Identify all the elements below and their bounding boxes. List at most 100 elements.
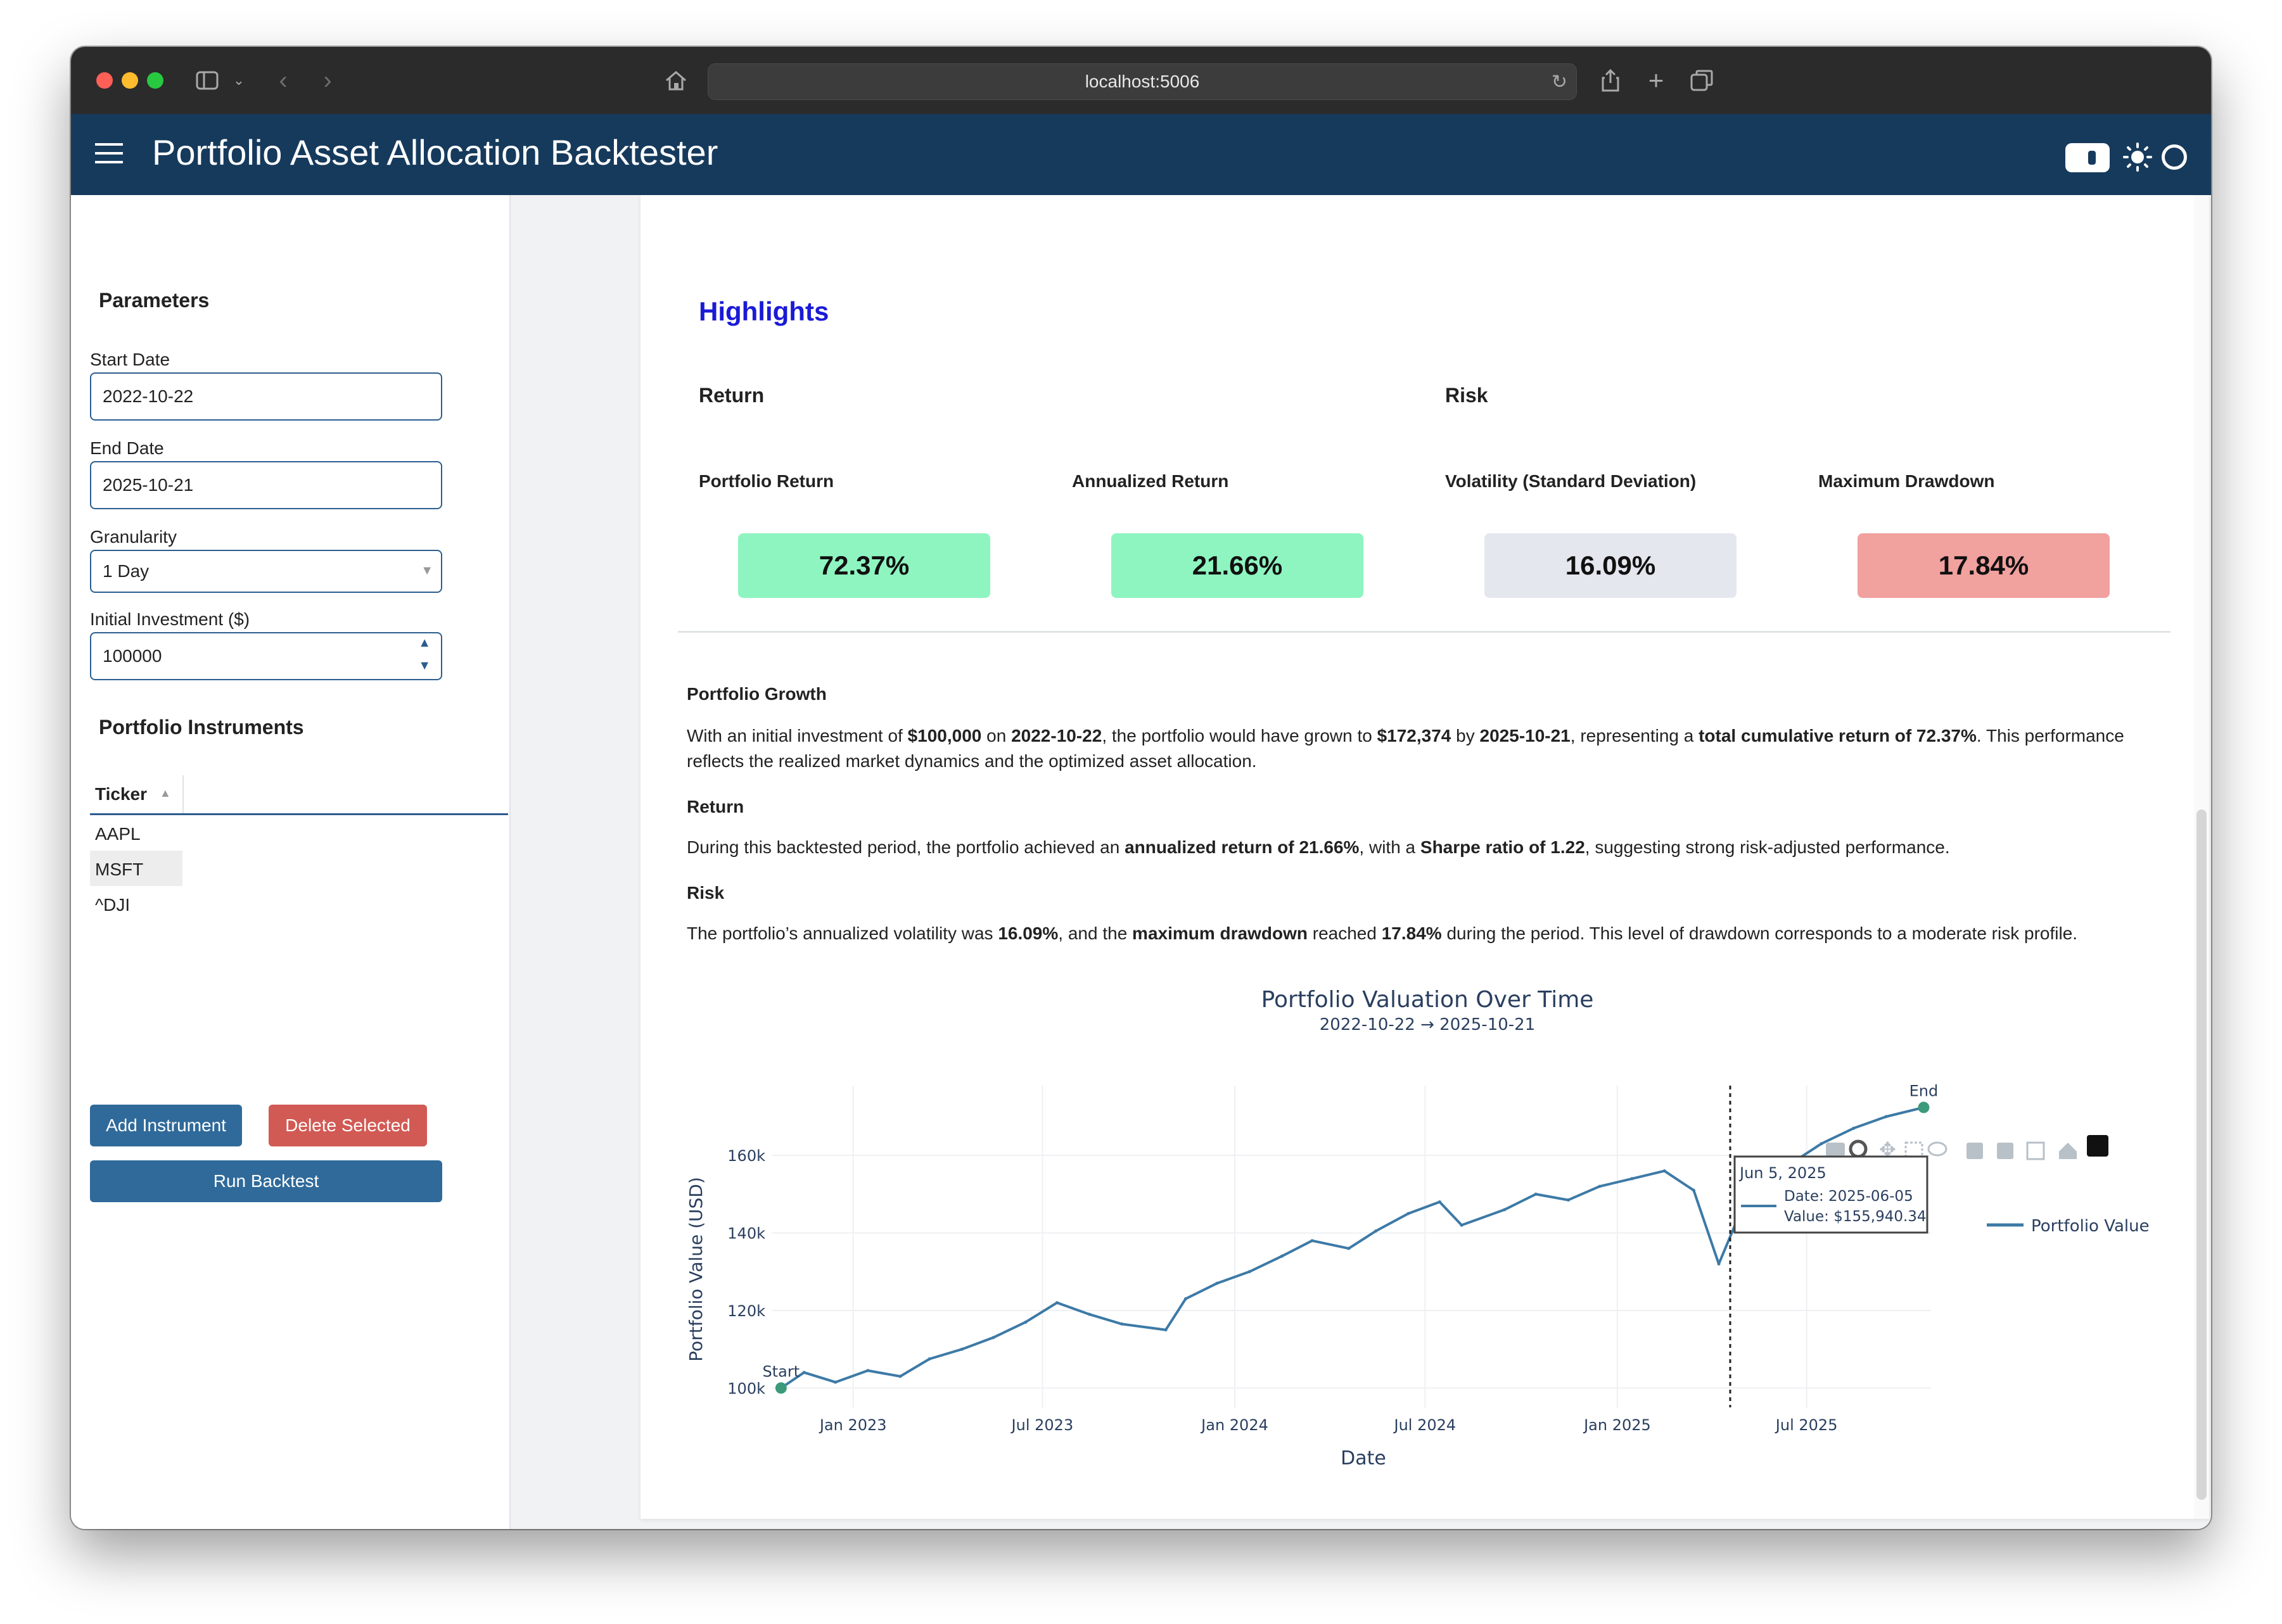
close-window-button[interactable] (96, 72, 113, 89)
end-date-value: 2025-10-21 (103, 475, 194, 495)
table-row[interactable]: AAPL (90, 815, 182, 851)
data-point (1183, 1297, 1187, 1301)
text-run: The portfolio’s annualized volatility wa… (687, 923, 998, 943)
start-date-value: 2022-10-22 (103, 386, 194, 406)
data-point (991, 1336, 995, 1340)
table-row[interactable]: ^DJI (90, 886, 182, 922)
start-date-input[interactable]: 2022-10-22 (90, 372, 442, 421)
ticker-cell: MSFT (95, 860, 144, 879)
menu-icon[interactable] (95, 142, 123, 168)
text-bold: Sharpe ratio of 1.22 (1420, 837, 1585, 857)
tooltip-box (1733, 1155, 1928, 1234)
ticker-cell: AAPL (95, 824, 141, 844)
initial-investment-value: 100000 (103, 646, 162, 666)
chart-container: Portfolio Valuation Over Time 2022-10-22… (677, 972, 2172, 1516)
highlights-title: Highlights (699, 296, 829, 326)
parameters-title: Parameters (99, 289, 210, 312)
app-title: Portfolio Asset Allocation Backtester (152, 132, 718, 172)
data-point (1280, 1254, 1284, 1258)
text-run: With an initial investment of (687, 726, 908, 745)
text-bold: annualized return of 21.66% (1125, 837, 1360, 857)
data-point (1717, 1262, 1721, 1266)
data-point (1566, 1198, 1570, 1202)
return-summary-heading: Return (687, 797, 744, 816)
tabs-overview-icon[interactable] (1688, 65, 1716, 96)
zoom-window-button[interactable] (147, 72, 163, 89)
back-icon[interactable]: ‹ (279, 66, 288, 94)
theme-toggle[interactable] (2065, 143, 2110, 172)
sidebar-toggle-icon[interactable] (191, 65, 223, 96)
data-point (1692, 1188, 1695, 1192)
dropdown-arrow-icon: ▼ (421, 564, 433, 578)
spinner-down-icon[interactable]: ▼ (418, 659, 431, 673)
risk-summary-text: The portfolio’s annualized volatility wa… (687, 921, 2144, 946)
data-point (1460, 1223, 1463, 1227)
sort-ascending-icon[interactable]: ▲ (160, 787, 171, 799)
legend[interactable]: Portfolio Value (1987, 1217, 2150, 1236)
data-point (1884, 1115, 1888, 1119)
initial-investment-label: Initial Investment ($) (90, 609, 250, 629)
end-date-input[interactable]: 2025-10-21 (90, 461, 442, 509)
reset-axes-icon[interactable] (2059, 1143, 2077, 1159)
return-summary-text: During this backtested period, the portf… (687, 835, 2144, 860)
initial-investment-input[interactable]: 100000 ▲ ▼ (90, 632, 442, 680)
share-icon[interactable] (1597, 65, 1624, 96)
sun-icon[interactable] (2122, 142, 2153, 175)
annualized-return-value: 21.66% (1111, 533, 1363, 598)
reload-icon[interactable]: ↻ (1551, 71, 1567, 92)
text-bold: total cumulative return of 72.37% (1699, 726, 1977, 745)
zoom-out-icon[interactable] (1997, 1143, 2013, 1159)
delete-selected-button[interactable]: Delete Selected (269, 1105, 427, 1146)
zoom-in-icon[interactable] (1966, 1143, 1983, 1159)
sidebar: Parameters Start Date 2022-10-22 End Dat… (71, 195, 511, 1529)
forward-icon[interactable]: › (323, 66, 332, 94)
ticker-table: Ticker ▲ AAPL MSFT ^DJI (90, 775, 508, 922)
ticker-cell: ^DJI (95, 895, 131, 915)
text-run: , representing a (1570, 726, 1699, 745)
lasso-icon[interactable] (1927, 1141, 1947, 1157)
table-header-underline (90, 813, 508, 815)
address-bar[interactable]: localhost:5006 ↻ (708, 63, 1577, 100)
text-run: During this backtested period, the portf… (687, 837, 1125, 857)
minimize-window-button[interactable] (122, 72, 138, 89)
autoscale-icon[interactable] (2026, 1141, 2045, 1160)
volatility-value: 16.09% (1484, 533, 1737, 598)
chevron-down-icon[interactable]: ⌄ (233, 72, 245, 88)
table-row[interactable]: MSFT (90, 851, 182, 886)
text-bold: 16.09% (998, 923, 1059, 943)
spinner-up-icon[interactable]: ▲ (418, 636, 431, 650)
data-point (1120, 1322, 1124, 1326)
data-point (1852, 1126, 1856, 1130)
ticker-column-header[interactable]: Ticker ▲ (90, 775, 184, 813)
home-icon[interactable] (660, 65, 692, 96)
run-backtest-button[interactable]: Run Backtest (90, 1160, 442, 1202)
annotation-marker (1918, 1101, 1930, 1113)
zoom-icon[interactable] (1849, 1139, 1868, 1158)
scrollbar-thumb[interactable] (2196, 809, 2207, 1500)
data-point (898, 1374, 902, 1378)
data-point (1503, 1208, 1507, 1212)
x-tick-label: Jul 2024 (1393, 1416, 1456, 1434)
plotly-logo-icon[interactable] (2087, 1135, 2108, 1157)
granularity-select[interactable]: 1 Day ▼ (90, 550, 442, 593)
annualized-return-label: Annualized Return (1072, 471, 1229, 491)
text-run: during the period. This level of drawdow… (1441, 923, 2078, 943)
text-run: reached (1307, 923, 1382, 943)
moon-icon[interactable] (2162, 144, 2187, 170)
y-tick-label: 160k (727, 1147, 765, 1165)
portfolio-chart[interactable]: Portfolio Valuation Over Time 2022-10-22… (677, 972, 2172, 1516)
data-point (1088, 1312, 1092, 1316)
annotation-label: Start (763, 1362, 800, 1380)
data-point (866, 1369, 870, 1373)
data-point (1437, 1200, 1441, 1204)
add-instrument-button[interactable]: Add Instrument (90, 1105, 242, 1146)
camera-icon[interactable] (1826, 1143, 1845, 1157)
text-run: by (1451, 726, 1480, 745)
new-tab-icon[interactable]: + (1648, 65, 1664, 95)
portfolio-return-label: Portfolio Return (699, 471, 834, 491)
text-run: , and the (1058, 923, 1133, 943)
data-point (1164, 1328, 1168, 1332)
data-point (1598, 1184, 1602, 1188)
x-tick-label: Jan 2025 (1583, 1416, 1651, 1434)
scrollbar-track[interactable] (2194, 195, 2209, 1519)
